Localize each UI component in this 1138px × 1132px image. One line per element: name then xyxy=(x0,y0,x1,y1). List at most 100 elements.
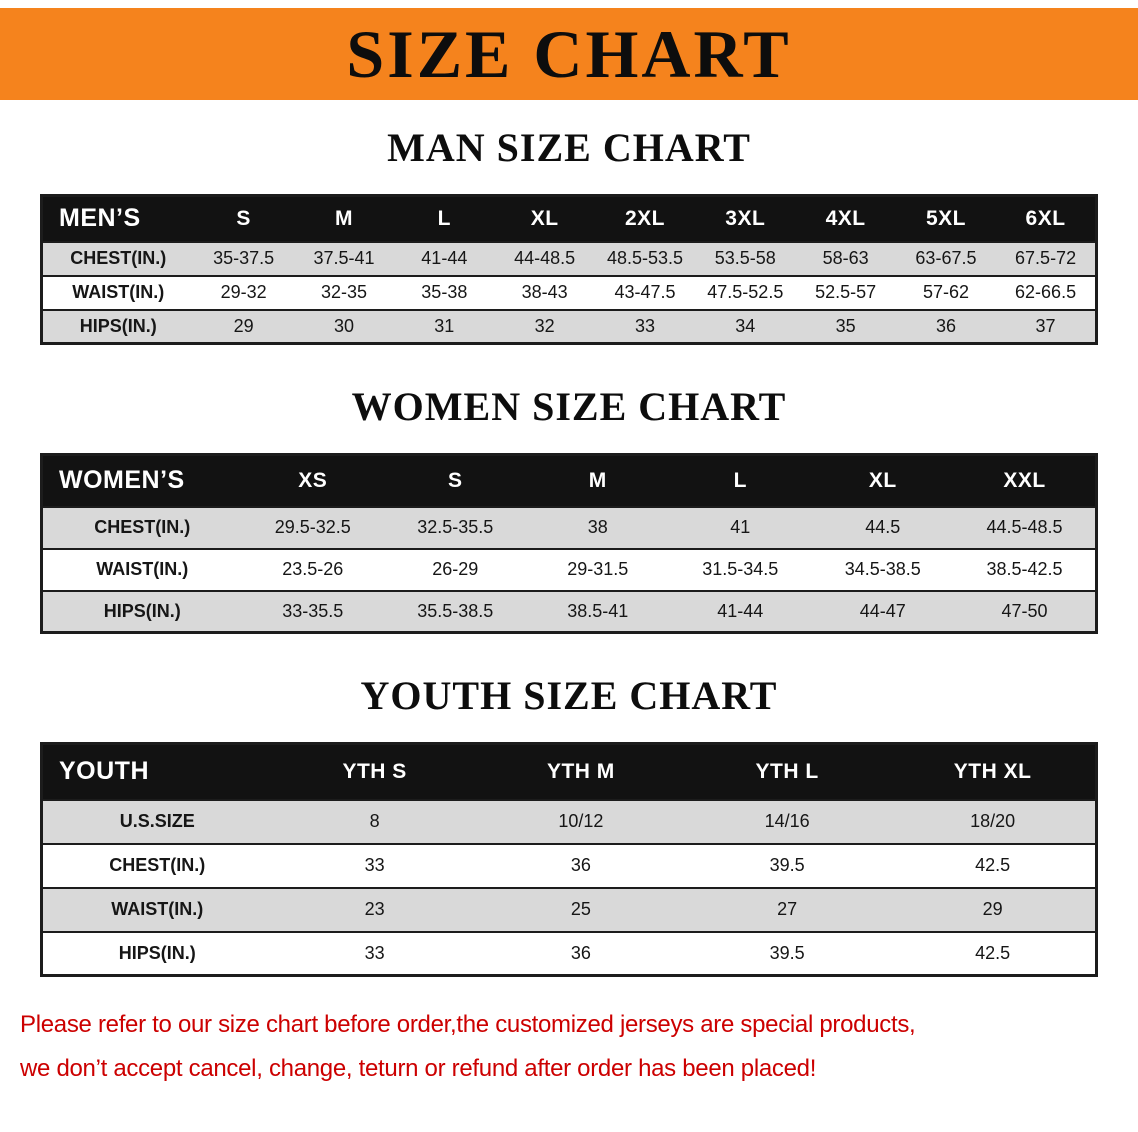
size-value-cell: 35-38 xyxy=(394,274,495,310)
size-column-header: XL xyxy=(494,195,595,242)
women-section-heading: WOMEN SIZE CHART xyxy=(351,384,787,429)
notice-line-2: we don’t accept cancel, change, teturn o… xyxy=(20,1055,817,1082)
size-value-cell: 67.5-72 xyxy=(996,240,1097,276)
table-title-cell: WOMEN’S xyxy=(41,454,242,507)
size-column-header: S xyxy=(193,195,294,242)
row-label: CHEST(IN.) xyxy=(41,505,242,549)
men-size-table: MEN’S S M L XL 2XL 3XL 4XL 5XL 6XL CHEST(IN.) 35-37… xyxy=(40,194,1098,345)
size-column-header: 4XL xyxy=(795,195,896,242)
row-label: CHEST(IN.) xyxy=(41,842,272,888)
size-column-header: L xyxy=(669,454,812,507)
size-column-header: YTH S xyxy=(271,743,478,800)
size-value-cell: 29 xyxy=(193,308,294,344)
size-value-cell: 23 xyxy=(271,886,478,932)
row-label: U.S.SIZE xyxy=(41,798,272,844)
row-label: HIPS(IN.) xyxy=(41,930,272,976)
table-title-cell: MEN’S xyxy=(41,195,194,242)
size-column-header: M xyxy=(526,454,669,507)
size-value-cell: 44.5-48.5 xyxy=(954,505,1097,549)
section-youth: YOUTH SIZE CHART YOUTH YTH S YTH M YTH L YTH… xyxy=(0,674,1138,977)
size-value-cell: 47.5-52.5 xyxy=(695,274,796,310)
notice-line-1: Please refer to our size chart before or… xyxy=(20,1011,916,1038)
size-value-cell: 34 xyxy=(695,308,796,344)
measurement-row: HIPS(IN.) 33 36 39.5 42.5 xyxy=(41,930,1097,976)
size-value-cell: 29-32 xyxy=(193,274,294,310)
size-value-cell: 35.5-38.5 xyxy=(384,589,527,633)
row-label: WAIST(IN.) xyxy=(41,274,194,310)
size-value-cell: 43-47.5 xyxy=(594,274,696,310)
size-value-cell: 36 xyxy=(477,842,684,888)
page-title: SIZE CHART xyxy=(346,16,792,92)
size-value-cell: 41-44 xyxy=(394,240,495,276)
table-title-cell: YOUTH xyxy=(41,743,272,800)
size-value-cell: 23.5-26 xyxy=(241,547,384,591)
size-value-cell: 57-62 xyxy=(895,274,997,310)
size-value-cell: 31 xyxy=(394,308,495,344)
size-value-cell: 35 xyxy=(795,308,896,344)
size-value-cell: 33 xyxy=(271,842,478,888)
size-value-cell: 33 xyxy=(594,308,696,344)
size-column-header: M xyxy=(293,195,395,242)
size-column-header: L xyxy=(394,195,495,242)
table-header-row: MEN’S S M L XL 2XL 3XL 4XL 5XL 6XL xyxy=(41,195,1097,242)
size-value-cell: 32.5-35.5 xyxy=(384,505,527,549)
size-value-cell: 42.5 xyxy=(890,842,1097,888)
size-value-cell: 44.5 xyxy=(811,505,954,549)
size-value-cell: 29 xyxy=(890,886,1097,932)
size-value-cell: 42.5 xyxy=(890,930,1097,976)
size-value-cell: 38.5-42.5 xyxy=(954,547,1097,591)
row-label: CHEST(IN.) xyxy=(41,240,194,276)
measurement-row: CHEST(IN.) 35-37.5 37.5-41 41-44 44-48.5 48.5… xyxy=(41,240,1097,276)
measurement-row: U.S.SIZE 8 10/12 14/16 18/20 xyxy=(41,798,1097,844)
measurement-row: WAIST(IN.) 23 25 27 29 xyxy=(41,886,1097,932)
size-value-cell: 31.5-34.5 xyxy=(669,547,812,591)
size-value-cell: 47-50 xyxy=(954,589,1097,633)
size-value-cell: 41-44 xyxy=(669,589,812,633)
section-women: WOMEN SIZE CHART WOMEN’S XS S M L XL XXL CHEST(… xyxy=(0,385,1138,634)
size-value-cell: 36 xyxy=(477,930,684,976)
size-value-cell: 53.5-58 xyxy=(695,240,796,276)
size-value-cell: 30 xyxy=(293,308,395,344)
size-column-header: S xyxy=(384,454,527,507)
size-value-cell: 26-29 xyxy=(384,547,527,591)
size-value-cell: 29.5-32.5 xyxy=(241,505,384,549)
size-value-cell: 38 xyxy=(526,505,669,549)
size-value-cell: 41 xyxy=(669,505,812,549)
size-value-cell: 44-47 xyxy=(811,589,954,633)
size-value-cell: 48.5-53.5 xyxy=(594,240,696,276)
size-column-header: XXL xyxy=(954,454,1097,507)
size-value-cell: 44-48.5 xyxy=(494,240,595,276)
size-charts: MAN SIZE CHART MEN’S S M L XL 2XL 3XL 4XL 5XL 6XL… xyxy=(0,126,1138,977)
size-column-header: XS xyxy=(241,454,384,507)
size-value-cell: 37.5-41 xyxy=(293,240,395,276)
size-value-cell: 25 xyxy=(477,886,684,932)
size-value-cell: 62-66.5 xyxy=(996,274,1097,310)
men-section-heading: MAN SIZE CHART xyxy=(387,125,751,170)
table-header-row: YOUTH YTH S YTH M YTH L YTH XL xyxy=(41,743,1097,800)
size-value-cell: 35-37.5 xyxy=(193,240,294,276)
measurement-row: CHEST(IN.) 29.5-32.5 32.5-35.5 38 41 44.5 44.5… xyxy=(41,505,1097,549)
table-header-row: WOMEN’S XS S M L XL XXL xyxy=(41,454,1097,507)
row-label: HIPS(IN.) xyxy=(41,589,242,633)
size-value-cell: 39.5 xyxy=(684,842,891,888)
women-size-table: WOMEN’S XS S M L XL XXL CHEST(IN.) 29.5-32.5 32.5… xyxy=(40,453,1098,634)
size-value-cell: 32 xyxy=(494,308,595,344)
title-banner: SIZE CHART xyxy=(0,8,1138,100)
size-value-cell: 10/12 xyxy=(477,798,684,844)
size-value-cell: 33-35.5 xyxy=(241,589,384,633)
size-value-cell: 27 xyxy=(684,886,891,932)
size-value-cell: 36 xyxy=(895,308,997,344)
row-label: WAIST(IN.) xyxy=(41,886,272,932)
measurement-row: CHEST(IN.) 33 36 39.5 42.5 xyxy=(41,842,1097,888)
size-value-cell: 37 xyxy=(996,308,1097,344)
measurement-row: WAIST(IN.) 29-32 32-35 35-38 38-43 43-47.5 47.… xyxy=(41,274,1097,310)
size-value-cell: 52.5-57 xyxy=(795,274,896,310)
size-value-cell: 58-63 xyxy=(795,240,896,276)
size-column-header: YTH M xyxy=(477,743,684,800)
size-value-cell: 39.5 xyxy=(684,930,891,976)
size-value-cell: 34.5-38.5 xyxy=(811,547,954,591)
size-column-header: 3XL xyxy=(695,195,796,242)
measurement-row: HIPS(IN.) 33-35.5 35.5-38.5 38.5-41 41-44 44-… xyxy=(41,589,1097,633)
size-value-cell: 32-35 xyxy=(293,274,395,310)
